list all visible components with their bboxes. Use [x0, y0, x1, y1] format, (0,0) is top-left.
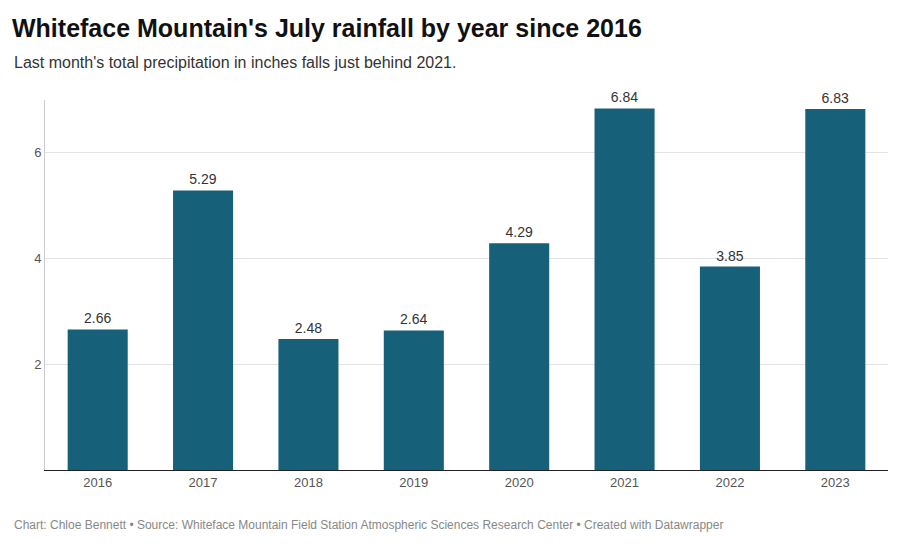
svg-text:2022: 2022 [715, 475, 744, 490]
svg-text:Chart: Chloe Bennett • Source:: Chart: Chloe Bennett • Source: Whiteface… [14, 518, 723, 532]
svg-text:2.64: 2.64 [400, 311, 427, 327]
svg-text:Last month's total precipitati: Last month's total precipitation in inch… [14, 54, 456, 71]
svg-text:2019: 2019 [399, 475, 428, 490]
svg-text:2.48: 2.48 [295, 320, 322, 336]
svg-text:2016: 2016 [83, 475, 112, 490]
svg-text:2023: 2023 [821, 475, 850, 490]
svg-text:2: 2 [34, 357, 41, 372]
svg-text:2021: 2021 [610, 475, 639, 490]
svg-text:2.66: 2.66 [84, 310, 111, 326]
svg-text:4.29: 4.29 [505, 224, 532, 240]
svg-text:6.83: 6.83 [822, 90, 849, 106]
svg-text:4: 4 [34, 251, 41, 266]
svg-text:Whiteface Mountain's July rain: Whiteface Mountain's July rainfall by ye… [12, 14, 642, 42]
svg-text:2018: 2018 [294, 475, 323, 490]
svg-text:2017: 2017 [189, 475, 218, 490]
svg-text:6.84: 6.84 [611, 89, 638, 105]
svg-text:6: 6 [34, 145, 41, 160]
svg-text:2020: 2020 [505, 475, 534, 490]
svg-text:5.29: 5.29 [189, 171, 216, 187]
svg-text:3.85: 3.85 [716, 248, 743, 264]
